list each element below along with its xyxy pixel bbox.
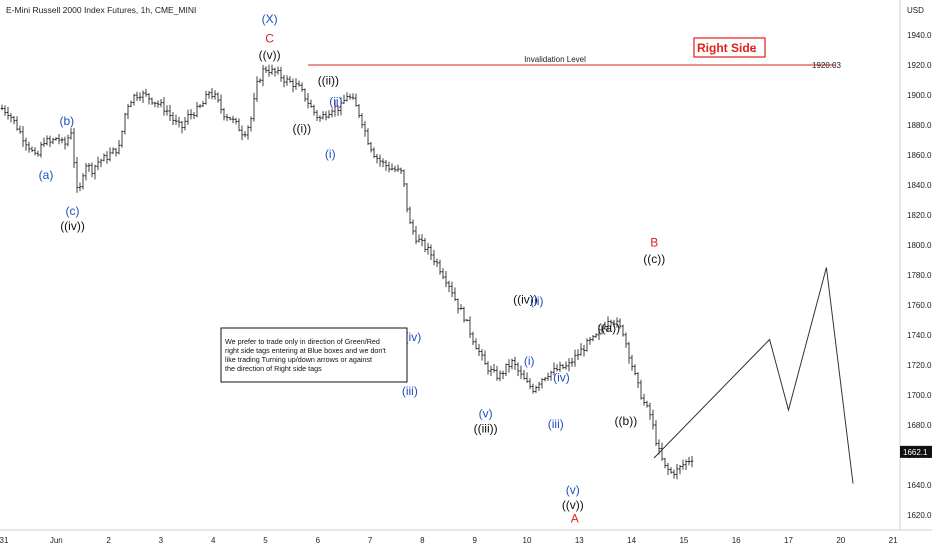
y-tick-label: 1900.0 [907,91,932,100]
wave-label: (i) [325,147,336,161]
note-frame [220,327,408,383]
wave-label: (iv) [405,330,422,344]
x-tick-label: 3 [159,536,164,545]
note-box: We prefer to trade only in direction of … [220,327,408,383]
chart-title: E-Mini Russell 2000 Index Futures, 1h, C… [6,5,196,15]
wave-label: ((v)) [562,498,584,512]
wave-label: (i) [524,354,535,368]
wave-label: ((a)) [597,321,620,335]
invalidation-label: Invalidation Level [524,55,586,64]
wave-label: (ii) [329,95,342,109]
wave-label: (v) [479,407,493,421]
wave-label: ((v)) [259,48,281,62]
x-tick-label: 31 [0,536,9,545]
note-line-2: right side tags entering at Blue boxes a… [225,346,386,355]
right-side-label: Right Side [697,41,757,55]
y-tick-label: 1780.0 [907,271,932,280]
x-tick-label: 4 [211,536,216,545]
x-tick-label: 7 [368,536,373,545]
y-tick-label: 1940.0 [907,31,932,40]
x-tick-label: 2 [106,536,111,545]
y-tick-label: 1840.0 [907,181,932,190]
arrow-down-icon: ↓ [752,41,758,55]
wave-label: ((ii)) [318,74,339,88]
x-tick-label: 13 [575,536,584,545]
time-axis: 31Jun2345678910131415161720212223 [0,536,898,545]
x-tick-label: 5 [263,536,268,545]
wave-label: (X) [262,12,278,26]
wave-label: (a) [39,168,54,182]
price-axis: 1620.01640.01660.01680.01700.01720.01740… [907,31,932,520]
wave-label: A [571,512,579,526]
wave-label: ((iii)) [474,422,498,436]
wave-label: (ii) [530,294,543,308]
x-tick-label: 8 [420,536,425,545]
x-tick-label: 10 [523,536,532,545]
x-tick-label: 15 [679,536,688,545]
right-side-box [693,37,766,58]
note-line-1: We prefer to trade only in direction of … [225,337,380,346]
wave-label: (iii) [402,384,418,398]
wave-label: (v) [566,483,580,497]
y-tick-label: 1700.0 [907,391,932,400]
invalidation-level: Invalidation Level 1920.03 [308,55,841,70]
last-price-marker: 1662.1 [900,445,932,458]
wave-label: ((i)) [292,122,311,136]
right-side-tag: Right Side ↓ [693,37,766,58]
x-tick-label: 16 [732,536,741,545]
invalidation-value: 1920.03 [812,61,841,70]
last-price-value: 1662.1 [903,448,928,457]
y-tick-label: 1860.0 [907,151,932,160]
x-tick-label: 9 [472,536,477,545]
currency-label: USD [907,6,924,15]
x-tick-label: 20 [836,536,845,545]
wave-label: (b) [60,114,75,128]
x-tick-label: 6 [316,536,321,545]
y-tick-label: 1920.0 [907,61,932,70]
y-tick-label: 1800.0 [907,241,932,250]
note-line-4: the direction of Right side tags [225,364,322,373]
wave-label: (iii) [548,417,564,431]
y-tick-label: 1820.0 [907,211,932,220]
last-price-badge [900,445,932,458]
wave-labels: (a)(b)(c)((iv))(X)C((v))((i))((ii))(ii)(… [39,12,666,526]
wave-label: ((b)) [615,414,638,428]
wave-label: B [650,236,658,250]
candlestick-series [0,64,694,480]
wave-label: ((iv)) [60,219,85,233]
x-tick-label: 17 [784,536,793,545]
x-tick-label: Jun [50,536,63,545]
y-tick-label: 1720.0 [907,361,932,370]
wave-label: ((c)) [643,252,665,266]
x-tick-label: 14 [627,536,636,545]
wave-label: C [265,32,274,46]
y-tick-label: 1880.0 [907,121,932,130]
wave-label: (iv) [553,371,570,385]
projection-line [653,267,854,484]
note-line-3: like trading Turning up/down arrows or a… [225,355,372,364]
y-tick-label: 1640.0 [907,481,932,490]
y-tick-label: 1680.0 [907,421,932,430]
wave-label: (c) [66,204,80,218]
y-tick-label: 1760.0 [907,301,932,310]
projection-path [653,267,854,484]
y-tick-label: 1620.0 [907,511,932,520]
x-tick-label: 21 [889,536,898,545]
wave-label: ((iv)) [513,293,538,307]
y-tick-label: 1740.0 [907,331,932,340]
